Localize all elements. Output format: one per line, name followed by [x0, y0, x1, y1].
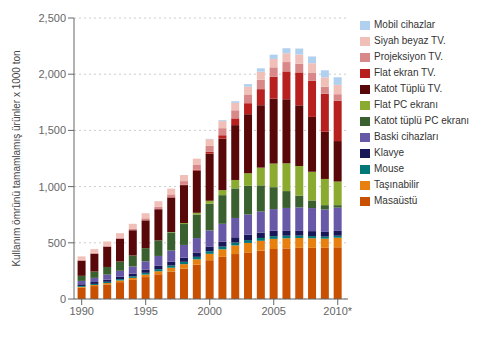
- svg-text:2000: 2000: [197, 305, 221, 317]
- html-text:Klavye: Klavye: [374, 147, 404, 158]
- svg-text:1,500: 1,500: [38, 124, 66, 136]
- html-text:Masaüstü: Masaüstü: [374, 195, 418, 206]
- html-text:Flat PC ekranı: Flat PC ekranı: [374, 99, 438, 110]
- svg-text:1990: 1990: [69, 305, 93, 317]
- html-text:Katot tüplü PC ekranı: Katot tüplü PC ekranı: [374, 115, 470, 126]
- html-text:Flat ekran TV.: Flat ekran TV.: [374, 67, 436, 78]
- svg-text:2,000: 2,000: [38, 68, 66, 80]
- html-text:Katot Tüplü TV.: Katot Tüplü TV.: [374, 83, 443, 94]
- svg-text:0: 0: [60, 293, 66, 305]
- html-text:Mouse: Mouse: [374, 163, 404, 174]
- html-text:Projeksiyon TV.: Projeksiyon TV.: [374, 51, 443, 62]
- html-text:Baski cihazları: Baski cihazları: [374, 131, 439, 142]
- svg-text:1,000: 1,000: [38, 181, 66, 193]
- html-text:Taşınabilir: Taşınabilir: [374, 179, 419, 190]
- html-text:Siyah beyaz TV.: Siyah beyaz TV.: [374, 35, 446, 46]
- svg-text:2010*: 2010*: [323, 305, 352, 317]
- svg-text:2,500: 2,500: [38, 12, 66, 24]
- svg-text:1995: 1995: [133, 305, 157, 317]
- svg-text:Kullanım ömrünü tamamlamış ürü: Kullanım ömrünü tamamlamış ürünler x 100…: [11, 50, 22, 266]
- svg-text:2005: 2005: [261, 305, 285, 317]
- html-text:Mobil cihazlar: Mobil cihazlar: [374, 19, 436, 30]
- svg-text:500: 500: [48, 237, 66, 249]
